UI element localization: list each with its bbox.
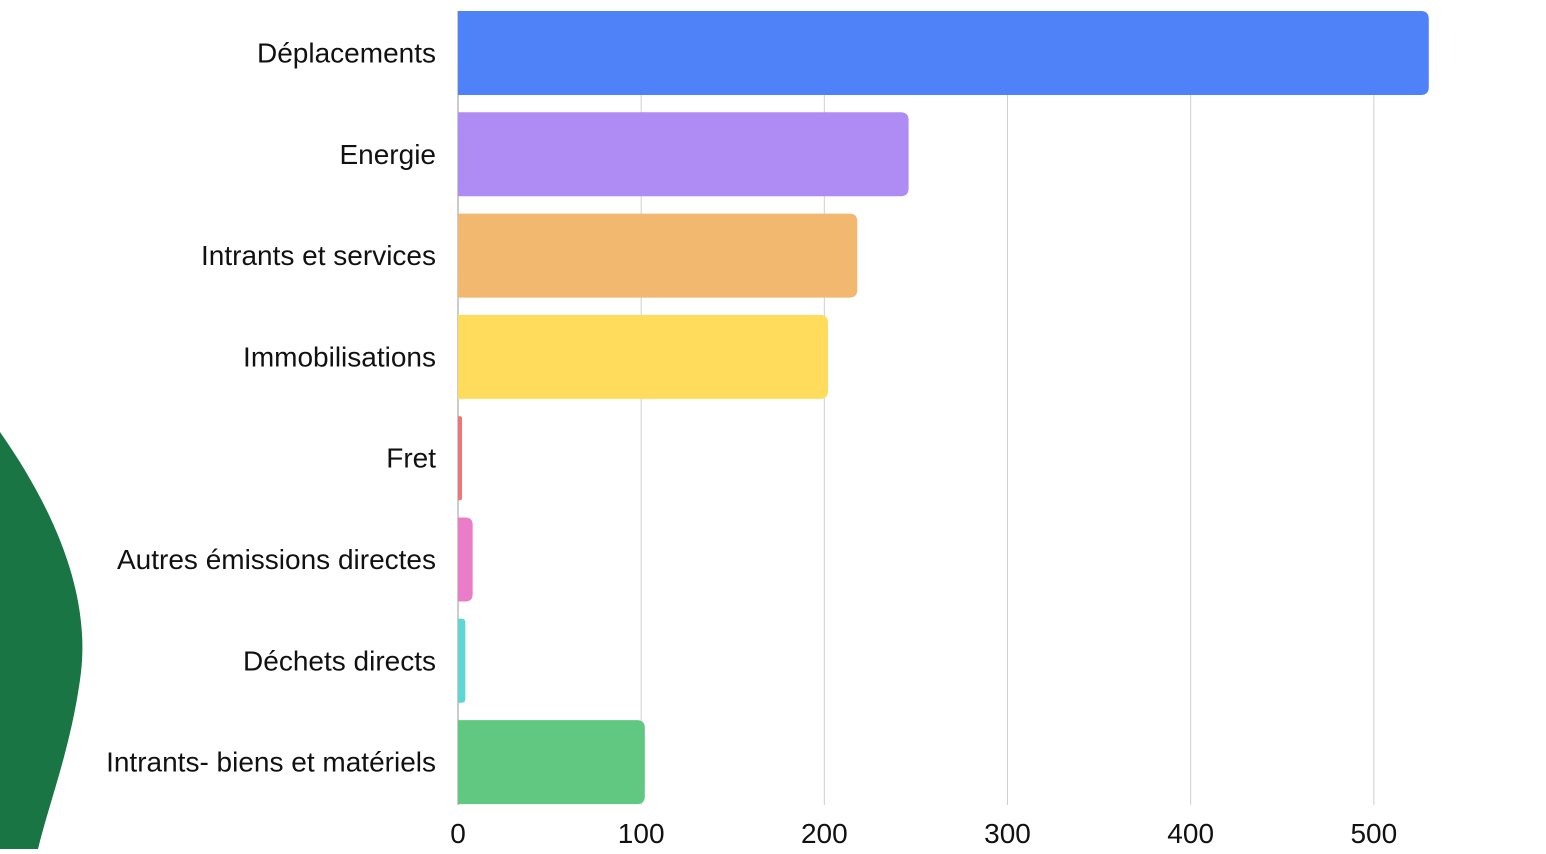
bars [458, 11, 1429, 805]
bar [458, 618, 466, 703]
category-label: Intrants- biens et matériels [106, 747, 436, 778]
x-tick-label: 400 [1167, 818, 1214, 849]
category-label: Déchets directs [243, 645, 436, 676]
x-axis-ticks: 01002003004005006 [450, 818, 1397, 849]
x-tick-label: 0 [450, 818, 466, 849]
x-tick-label: 500 [1350, 818, 1397, 849]
bar [458, 517, 473, 602]
category-label: Fret [386, 443, 436, 474]
x-tick-label: 300 [984, 818, 1031, 849]
bar [458, 720, 645, 805]
bar [458, 314, 828, 399]
category-label: Autres émissions directes [117, 544, 436, 575]
bar [458, 11, 1429, 95]
category-label: Intrants et services [201, 240, 436, 271]
x-tick-label: 200 [801, 818, 848, 849]
category-label: Energie [339, 139, 436, 170]
decorative-leaf-shape [0, 432, 83, 849]
category-labels: Déplacements Energie Intrants et services I… [106, 38, 436, 778]
bar [458, 112, 909, 197]
x-tick-label: 100 [618, 818, 665, 849]
category-label: Déplacements [257, 38, 436, 69]
bar [458, 213, 858, 298]
bar [458, 416, 462, 501]
category-label: Immobilisations [243, 341, 436, 372]
